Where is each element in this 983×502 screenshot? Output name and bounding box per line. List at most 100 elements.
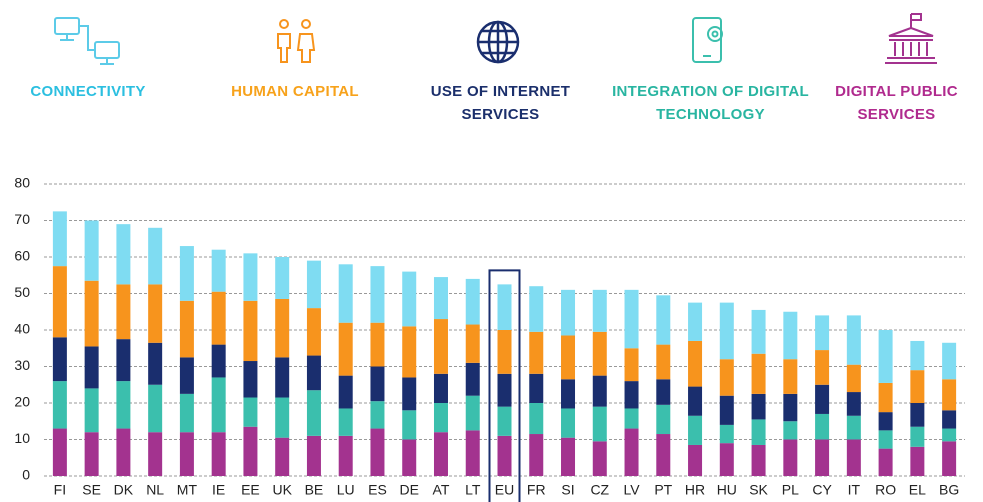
bar-segment — [624, 408, 639, 429]
bar-segment — [846, 364, 861, 393]
bar-segment — [402, 410, 417, 440]
bar-segment — [910, 446, 925, 476]
x-tick-label: DK — [114, 482, 134, 498]
bar-segment — [243, 397, 258, 427]
bar-segment — [878, 330, 893, 383]
x-tick-label: SI — [561, 482, 574, 498]
bar-segment — [52, 428, 67, 476]
bar-segment — [306, 390, 321, 436]
bar-segment — [656, 404, 671, 435]
x-tick-label: LV — [623, 482, 640, 498]
bar-segment — [529, 434, 544, 476]
bar-segment — [433, 432, 448, 476]
bar-segment — [815, 350, 830, 385]
bar-segment — [751, 444, 766, 476]
bar-segment — [592, 375, 607, 407]
bar-segment — [624, 428, 639, 476]
legend-entry: USE OF INTERNET SERVICES — [430, 83, 571, 123]
bar-segment — [84, 280, 99, 347]
bar-segment — [688, 415, 703, 445]
bar-segment — [656, 295, 671, 345]
x-tick-label: UK — [272, 482, 292, 498]
x-tick-label: BE — [305, 482, 324, 498]
bar-segment — [688, 386, 703, 416]
bar-segment — [338, 322, 353, 376]
bar-segment — [306, 435, 321, 476]
bar-segment — [497, 284, 512, 330]
x-tick-label: BG — [939, 482, 959, 498]
highlight-box — [488, 269, 521, 502]
bar-segment — [52, 266, 67, 338]
x-tick-label: LT — [465, 482, 481, 498]
bar-segment — [116, 339, 131, 382]
x-tick-label: PL — [782, 482, 799, 498]
y-tick-label: 0 — [22, 467, 30, 483]
bar-segment — [338, 408, 353, 436]
bar-segment — [370, 366, 385, 402]
x-tick-label: SK — [749, 482, 768, 498]
x-tick-label: FR — [527, 482, 546, 498]
bar-segment — [719, 443, 734, 476]
x-tick-label: AT — [433, 482, 450, 498]
bar-segment — [465, 395, 480, 431]
bar-segment — [402, 271, 417, 327]
bar-segment — [942, 410, 957, 429]
x-tick-label: SE — [82, 482, 101, 498]
y-tick-label: 80 — [14, 175, 30, 191]
bar-segment — [529, 331, 544, 374]
bar-segment — [815, 439, 830, 476]
bar-segment — [815, 315, 830, 351]
bar-segment — [465, 362, 480, 396]
bar-segment — [179, 393, 194, 433]
y-tick-label: 40 — [14, 321, 30, 337]
bar-segment — [148, 342, 163, 385]
bar-segment — [370, 428, 385, 476]
bar-segment — [433, 277, 448, 320]
bar-segment — [688, 340, 703, 387]
bar-segment — [561, 437, 576, 476]
bar-segment — [402, 326, 417, 378]
y-tick-label: 70 — [14, 211, 30, 227]
bar-segment — [179, 300, 194, 358]
x-tick-label: DE — [399, 482, 418, 498]
bar-segment — [592, 289, 607, 332]
bar-segment — [338, 375, 353, 409]
bar-segment — [815, 384, 830, 414]
bar-segment — [783, 311, 798, 360]
bar-segment — [846, 392, 861, 416]
bar-segment — [179, 432, 194, 476]
bar-segment — [306, 308, 321, 356]
bar-segment — [592, 406, 607, 442]
bar-segment — [942, 342, 957, 380]
bar-segment — [465, 430, 480, 476]
bar-segment — [211, 377, 226, 433]
bar-segment — [783, 421, 798, 440]
bar-segment — [433, 373, 448, 403]
x-tick-label: ES — [368, 482, 387, 498]
bar-segment — [878, 430, 893, 449]
bar-segment — [751, 309, 766, 354]
x-tick-label: HR — [685, 482, 705, 498]
bar-segment — [148, 432, 163, 476]
bar-segment — [592, 331, 607, 376]
bar-segment — [433, 403, 448, 433]
y-tick-label: 60 — [14, 248, 30, 264]
icon-internet — [476, 20, 520, 64]
bar-segment — [624, 289, 639, 349]
bar-segment — [243, 361, 258, 398]
bar-segment — [497, 330, 512, 374]
icon-human-capital — [277, 19, 316, 63]
bar-segment — [370, 266, 385, 323]
x-tick-label: CY — [812, 482, 832, 498]
bar-segment — [84, 220, 99, 281]
bar-segment — [942, 441, 957, 476]
x-tick-label: CZ — [590, 482, 609, 498]
bar-segment — [561, 408, 576, 438]
bar-segment — [275, 298, 290, 358]
bar-segment — [846, 415, 861, 440]
bar-segment — [465, 324, 480, 363]
bar-segment — [719, 424, 734, 444]
bar-segment — [306, 260, 321, 309]
bar-segment — [84, 388, 99, 433]
icon-connectivity — [54, 17, 120, 65]
